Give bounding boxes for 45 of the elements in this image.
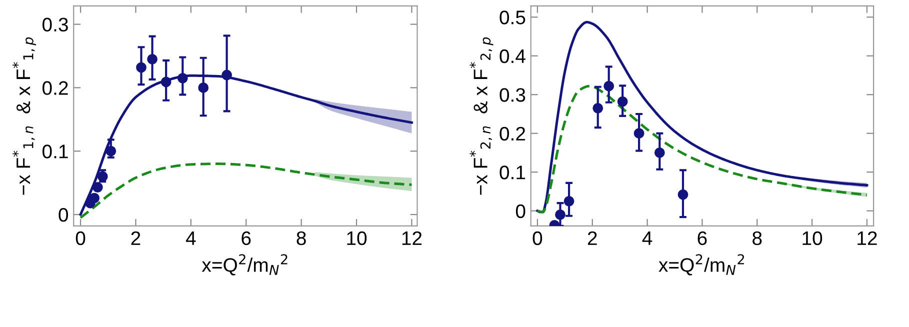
point <box>177 72 188 84</box>
y-axis-title: −x F$^{*}$$_{1,n}$ & x F$^{*}$$_{1,p}$ <box>12 37 36 195</box>
point <box>592 102 604 114</box>
x-tick-label: 8 <box>296 231 306 246</box>
point <box>89 192 100 204</box>
x-tick-label: 10 <box>802 231 822 246</box>
y-tick-label: 0.3 <box>500 88 526 102</box>
y-tick-label: 0 <box>58 208 68 222</box>
y-tick-label: 0.2 <box>500 126 526 141</box>
y-tick-label: 0.1 <box>500 166 526 180</box>
x-tick-label: 4 <box>642 232 652 245</box>
point <box>97 171 108 182</box>
x-tick-label: 10 <box>347 231 367 246</box>
y-axis-title: −x F$^{*}$$_{2,n}$ & x F$^{*}$$_{2,p}$ <box>470 37 494 195</box>
x-tick-label: 12 <box>858 231 877 245</box>
x-tick-label: 12 <box>402 231 422 245</box>
point <box>92 182 103 192</box>
point <box>136 62 146 73</box>
x-tick-label: 6 <box>242 231 251 246</box>
x-axis-title: x=Q$^{2}$/m$_{N}$$^{2}$ <box>658 254 744 276</box>
point <box>555 210 566 220</box>
y-tick-label: 0 <box>516 204 526 218</box>
x-tick-label: 2 <box>588 231 597 245</box>
y-tick-label: 0.4 <box>500 49 526 64</box>
y-tick-label: 0.3 <box>42 18 68 32</box>
y-tick-label: 0.5 <box>500 10 526 24</box>
point <box>160 76 172 88</box>
point <box>198 82 209 93</box>
point <box>678 189 688 200</box>
x-tick-label: 0 <box>532 231 542 246</box>
x-tick-label: 4 <box>186 232 196 245</box>
point <box>617 96 628 107</box>
x-tick-label: 2 <box>131 231 140 245</box>
x-tick-label: 6 <box>698 231 707 246</box>
point <box>564 196 574 206</box>
point <box>604 80 614 92</box>
x-tick-label: 8 <box>752 231 762 246</box>
point <box>147 54 158 64</box>
x-tick-label: 0 <box>76 231 86 246</box>
point <box>222 70 232 80</box>
y-tick-label: 0.2 <box>42 81 68 95</box>
y-tick-label: 0.1 <box>42 144 68 158</box>
point <box>654 148 665 158</box>
point <box>634 128 644 139</box>
x-axis-title: x=Q$^{2}$/m$_{N}$$^{2}$ <box>202 254 288 276</box>
